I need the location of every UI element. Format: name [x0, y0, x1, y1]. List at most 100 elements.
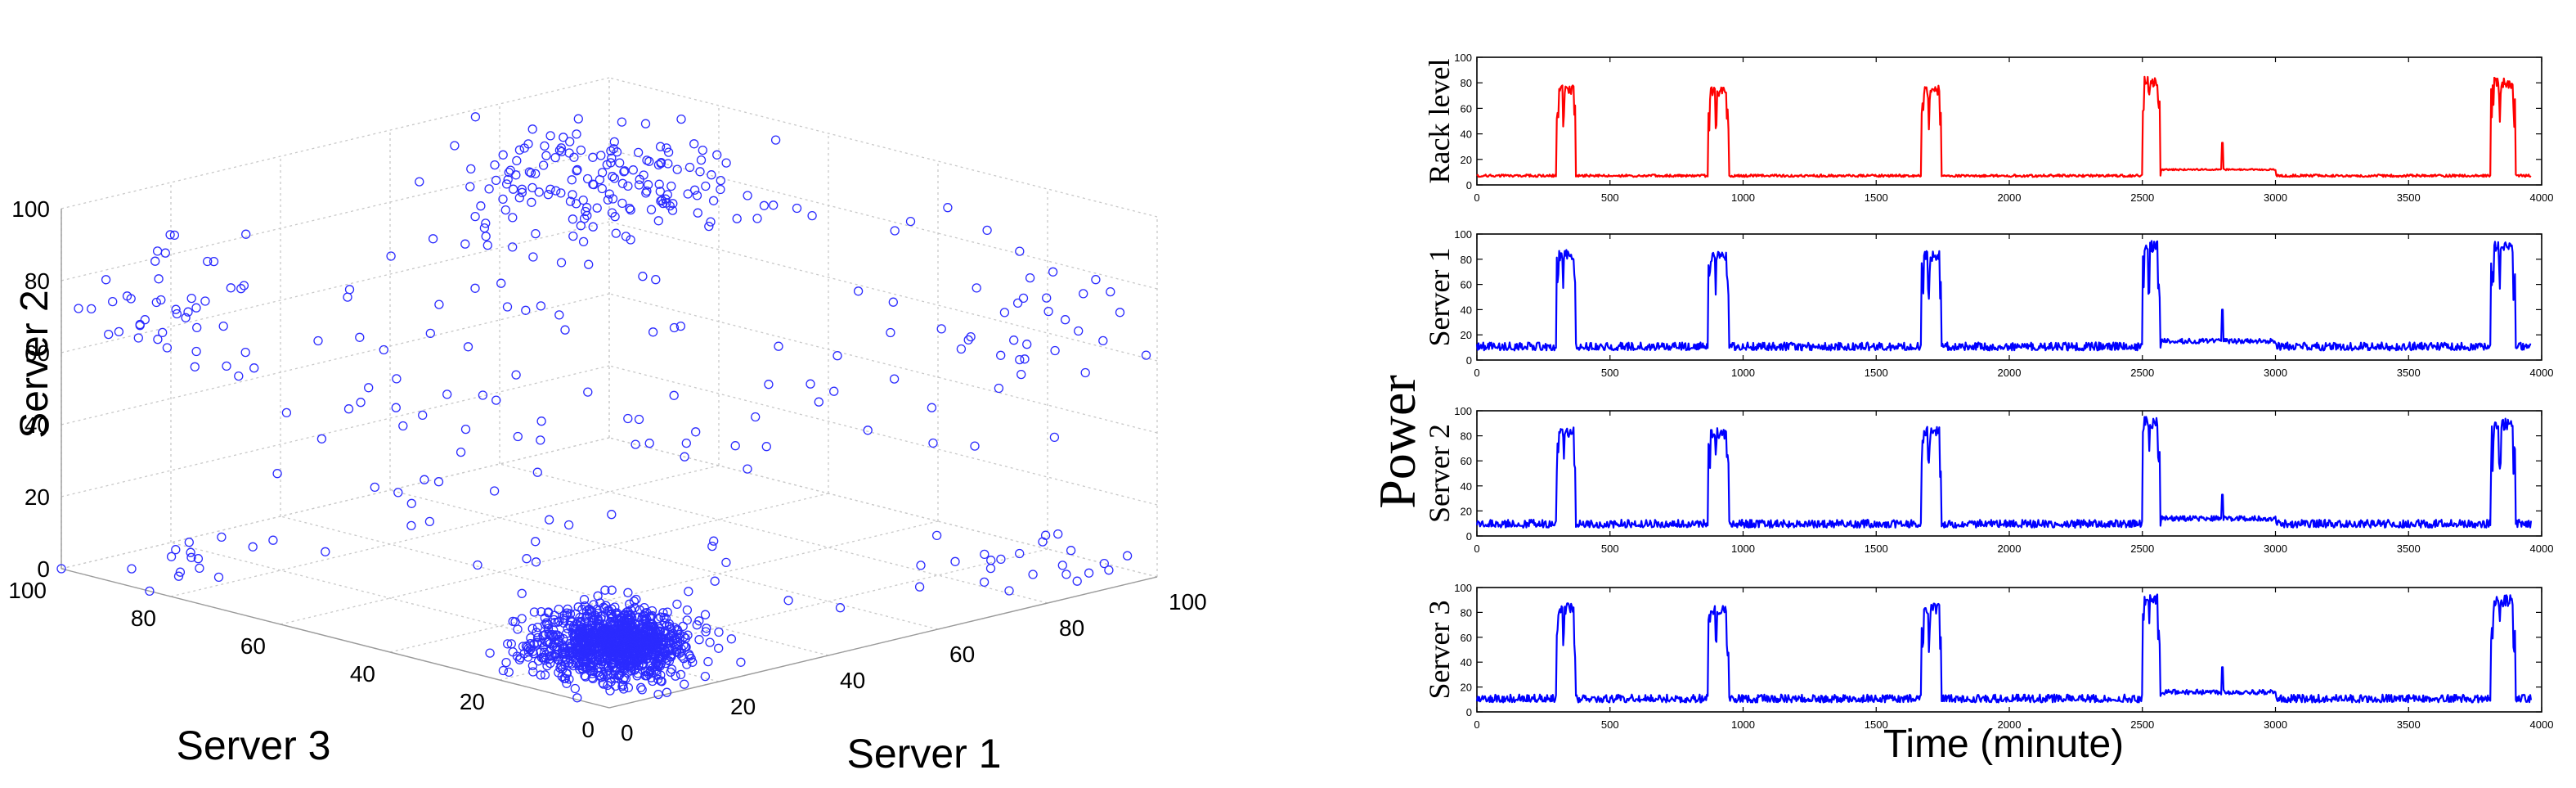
- scatter-point-all-high: [503, 174, 513, 185]
- scatter-point-scattered: [502, 302, 513, 312]
- scatter-point-scattered: [669, 390, 679, 400]
- scatter-point-idle: [619, 610, 629, 620]
- scatter-point-idle: [563, 604, 572, 615]
- tick-label-server3: 60: [240, 633, 266, 659]
- scatter-point-all-high: [663, 147, 674, 157]
- scatter-point-all-high: [556, 143, 566, 153]
- scatter-point-scattered: [272, 469, 282, 479]
- scatter-point-all-high: [526, 168, 536, 178]
- scatter-point-server1-high: [936, 324, 946, 334]
- scatter-point-all-high: [596, 151, 606, 160]
- scatter-point-scattered: [463, 342, 473, 352]
- scatter-point-all-high: [732, 214, 742, 223]
- scatter-point-all-high: [541, 151, 551, 160]
- scatter-point-server3-high: [190, 362, 200, 371]
- x-tick-label: 500: [1601, 367, 1619, 379]
- scatter-point-idle: [679, 640, 689, 651]
- scatter-point-idle: [589, 633, 599, 642]
- scatter-point-idle: [595, 654, 605, 664]
- scatter-point-server1-high: [1060, 315, 1070, 325]
- scatter-point-all-high: [609, 137, 619, 147]
- scatter-point-idle: [577, 656, 587, 666]
- shared-ylabel-power: Power: [1368, 375, 1426, 509]
- scatter-point-idle: [532, 633, 543, 643]
- scatter-point-all-high: [633, 147, 644, 158]
- tick-label-server1: 40: [840, 668, 865, 693]
- scatter-point-idle: [694, 635, 704, 645]
- scatter-point-idle: [575, 613, 585, 623]
- scatter-point-server1-high: [999, 308, 1010, 317]
- scatter-point-all-high: [573, 114, 583, 124]
- scatter-point-server3-high: [226, 283, 236, 293]
- scatter-point-scattered: [428, 234, 438, 244]
- scatter-point-server3-high: [140, 315, 150, 325]
- scatter-point-idle: [640, 616, 650, 626]
- scatter-point-idle: [559, 615, 569, 625]
- scatter-point-scattered: [863, 426, 873, 435]
- scatter-point-low-server2: [1028, 570, 1038, 579]
- x-tick-label: 0: [1474, 191, 1479, 204]
- grid-back-s2: [61, 77, 610, 209]
- scatter-point-all-high: [792, 203, 802, 214]
- scatter-point-low-server2-s3: [268, 535, 278, 545]
- scatter-point-idle: [498, 665, 509, 676]
- x-tick-label: 1000: [1731, 543, 1755, 555]
- scatter-point-server1-high: [1049, 432, 1060, 443]
- scatter-point-server1-high: [1106, 286, 1115, 297]
- scatter-point-idle: [703, 656, 713, 667]
- scatter-point-scattered: [544, 515, 554, 525]
- scatter-point-idle: [626, 605, 636, 615]
- series-line: [1476, 75, 2532, 178]
- panel-rack-level: 0 500 1000 1500 2000 2500 3000 3500 4000 0 20 40 60 8…: [1423, 52, 2553, 204]
- tick-label-server2: 80: [25, 268, 50, 294]
- scatter-point-idle: [536, 647, 545, 657]
- scatter-point-idle: [579, 595, 590, 605]
- scatter-point-idle: [559, 642, 568, 653]
- scatter-point-idle: [572, 637, 583, 646]
- scatter-point-all-high: [693, 208, 702, 218]
- grid-back-s2: [61, 221, 610, 353]
- scatter-point-idle: [668, 628, 678, 638]
- scatter-point-idle: [705, 637, 715, 647]
- scatter-point-server3-high: [181, 313, 191, 322]
- scatter-point-idle: [622, 668, 632, 678]
- scatter-point-all-high: [568, 190, 577, 200]
- y-tick-label: 60: [1461, 632, 1472, 644]
- x-tick-label: 500: [1601, 718, 1619, 731]
- scatter-point-scattered: [623, 413, 633, 424]
- scatter-point-server1-high: [1042, 293, 1052, 303]
- tick-label-server1: 80: [1059, 615, 1084, 641]
- scatter-point-server3-high: [172, 308, 182, 319]
- tick-label-server2: 20: [25, 484, 50, 510]
- scatter-point-server3-high: [200, 296, 210, 306]
- y-tick-label: 40: [1461, 480, 1472, 493]
- x-tick-label: 3000: [2264, 367, 2287, 379]
- scatter-point-low-server2: [916, 561, 926, 570]
- scatter-point-scattered: [425, 328, 435, 339]
- scatter-point-all-high: [508, 213, 518, 223]
- scatter-point-all-high: [589, 179, 599, 190]
- scatter-point-idle: [653, 660, 664, 669]
- scatter-point-all-high: [676, 114, 686, 124]
- scatter-point-all-high: [661, 194, 671, 204]
- scatter-point-all-high: [491, 175, 501, 186]
- scatter-point-idle: [544, 637, 554, 646]
- scatter-point-low-server2: [950, 556, 960, 566]
- scatter-point-low-server2: [979, 577, 990, 588]
- scatter-point-server3-high: [165, 230, 175, 240]
- scatter-point-scattered: [470, 283, 480, 293]
- scatter-point-all-high: [607, 153, 617, 163]
- y-tick-label: 20: [1461, 682, 1472, 694]
- scatter-point-all-high: [626, 205, 635, 215]
- scatter-point-idle: [645, 611, 656, 621]
- scatter-point-idle: [528, 667, 538, 677]
- scatter-point-scattered: [994, 383, 1004, 394]
- scatter-point-server1-high: [1025, 272, 1035, 283]
- scatter-point-idle: [672, 599, 682, 610]
- series-line: [1475, 240, 2532, 352]
- scatter-point-server3-high: [101, 275, 111, 285]
- scatter-point-server1-high: [1015, 246, 1025, 256]
- scatter-point-idle: [523, 647, 534, 657]
- scatter-point-scattered: [610, 212, 620, 222]
